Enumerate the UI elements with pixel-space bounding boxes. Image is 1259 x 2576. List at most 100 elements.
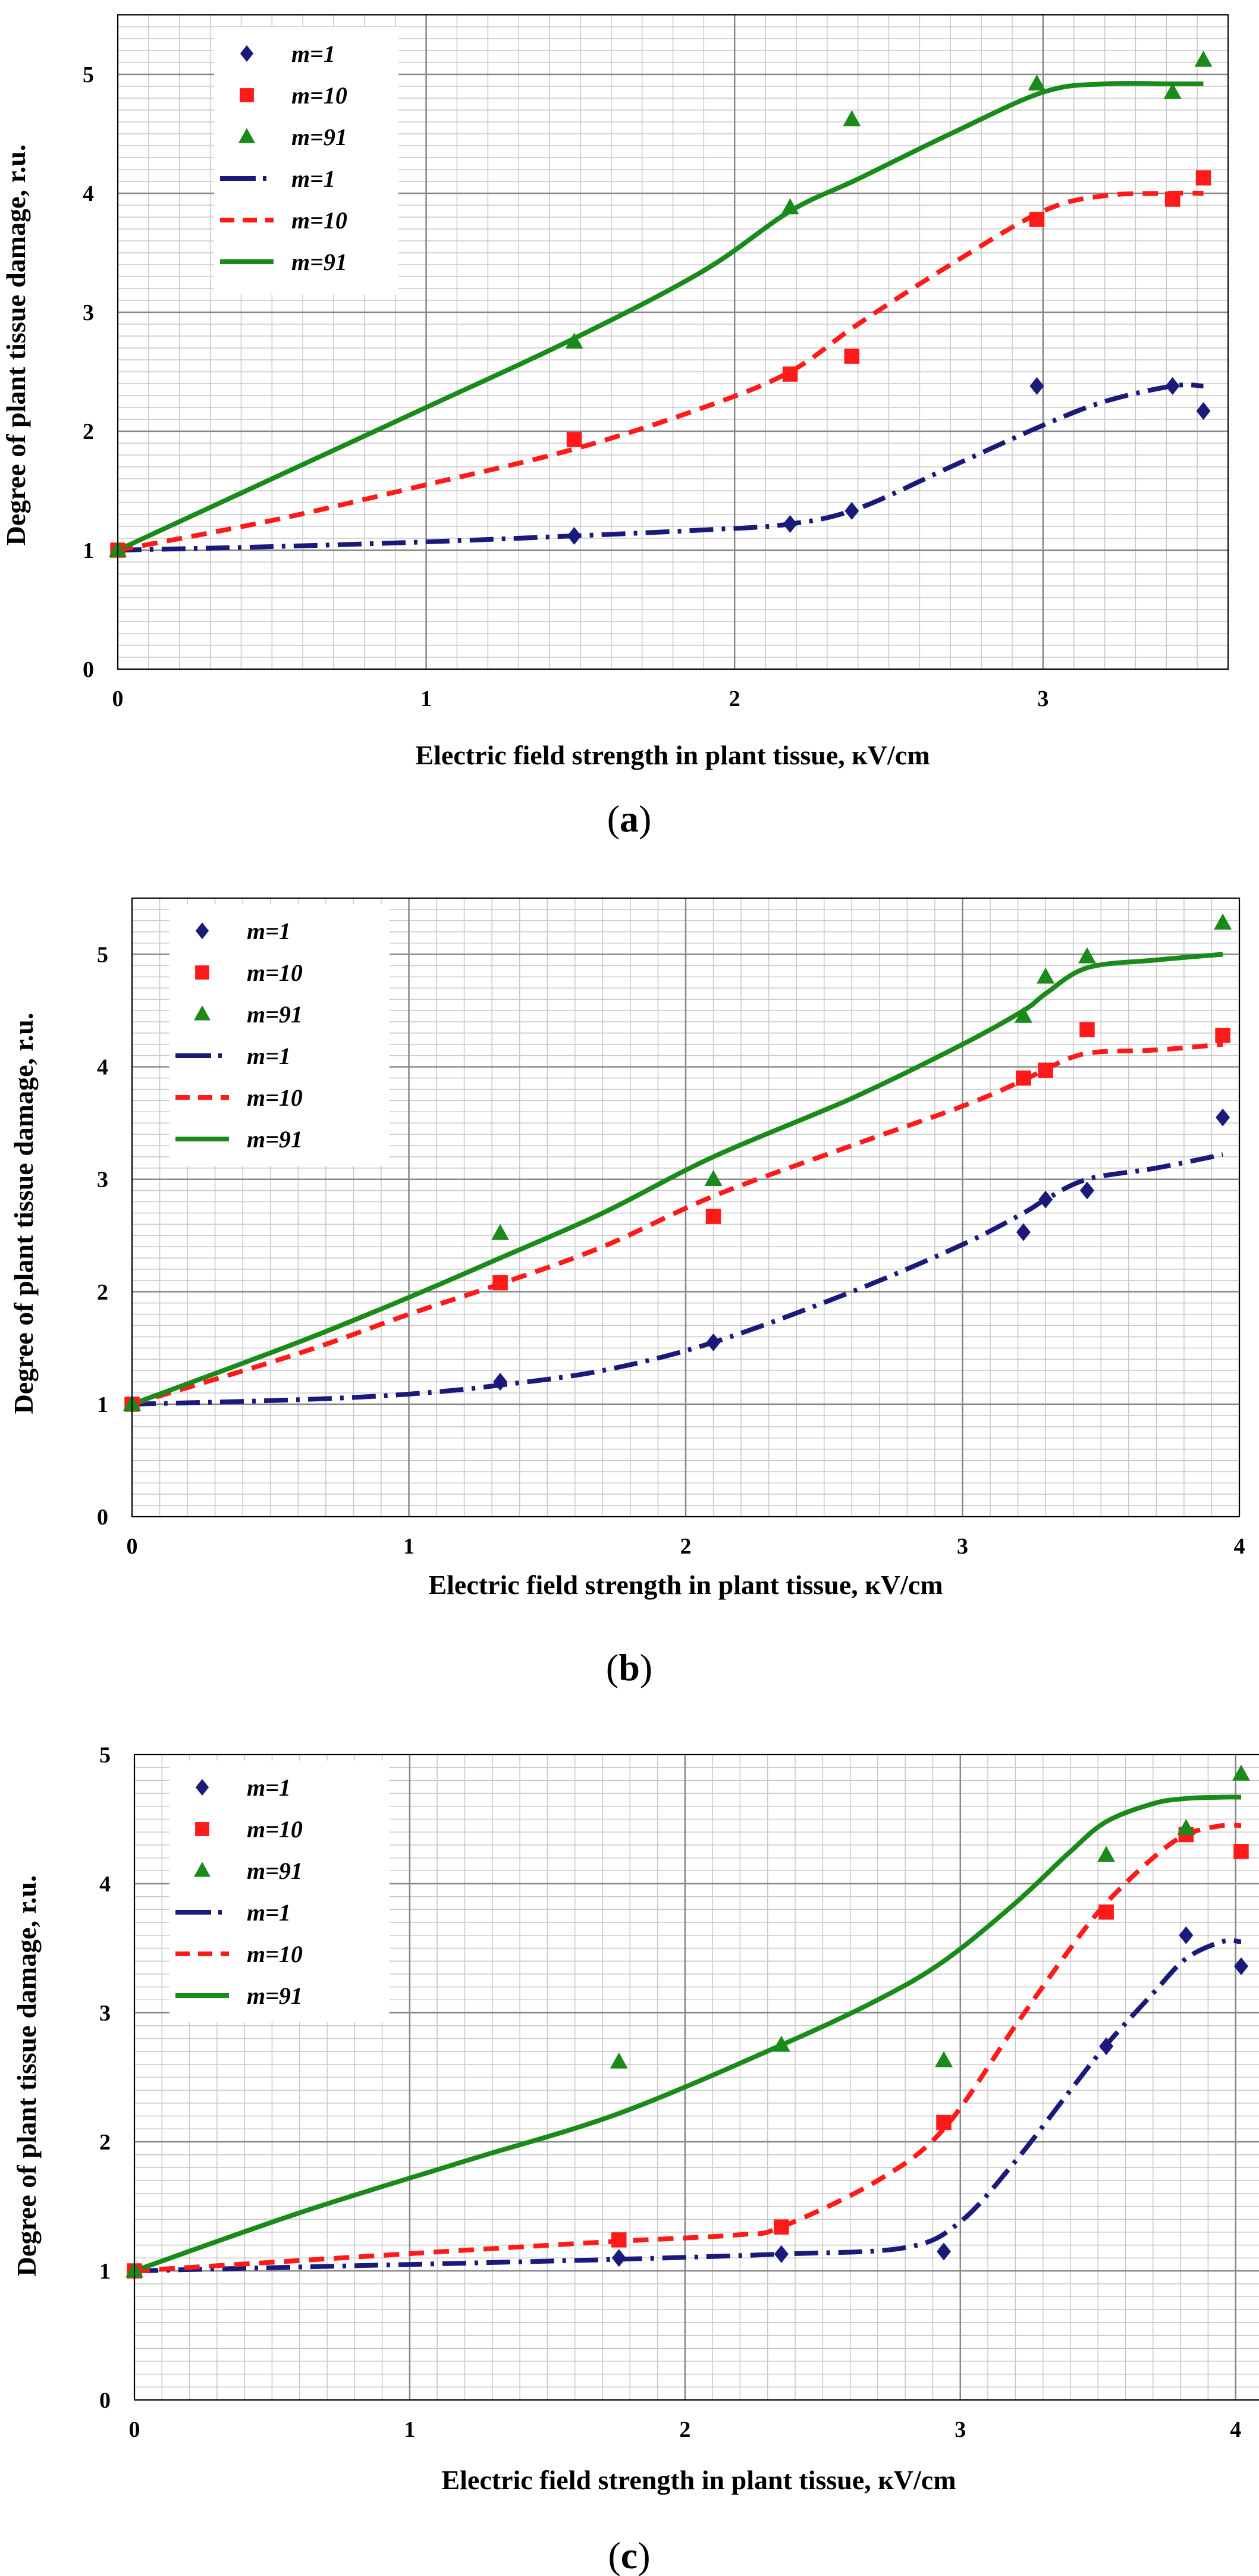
series-line-m1: [131, 1152, 1223, 1407]
legend-label: m=10: [247, 1816, 303, 1843]
data-point-m91: [772, 2035, 790, 2052]
data-point-m10: [1016, 1070, 1031, 1086]
legend: m=1 m=10 m=91 m=1 m=10 m=91: [169, 1761, 390, 2022]
y-tick-label: 4: [97, 1055, 108, 1080]
data-point-m91: [1163, 83, 1182, 99]
data-point-m1: [1196, 402, 1211, 420]
y-tick-label: 1: [97, 1392, 108, 1417]
data-point-m1: [1165, 377, 1180, 395]
data-point-m91: [1028, 74, 1046, 91]
data-point-m10: [1233, 1844, 1249, 1859]
data-point-m10: [844, 349, 860, 364]
data-point-m10: [566, 432, 582, 447]
data-point-m91: [843, 110, 861, 127]
series-line-m10: [131, 1041, 1223, 1407]
y-tick-label: 0: [83, 657, 94, 682]
data-point-m10: [782, 366, 798, 382]
x-tick-label: 0: [129, 2417, 140, 2442]
marks: [125, 1764, 1250, 2280]
data-point-m1: [493, 1373, 508, 1391]
y-tick-label: 3: [99, 2001, 111, 2026]
y-tick-label: 0: [99, 2388, 111, 2413]
legend-label: m=91: [291, 249, 347, 275]
y-axis-title: Degree of plant tissue damage, r.u.: [8, 1013, 39, 1414]
x-tick-label: 4: [1230, 2417, 1241, 2442]
x-tick-label: 0: [112, 686, 124, 711]
data-point-m10: [611, 2232, 627, 2248]
tick-labels: 0 1 2 3 4 0 1 2 3 4 5: [97, 943, 1245, 1559]
legend-label: m=1: [247, 1043, 291, 1069]
series-line-m91: [117, 80, 1204, 553]
legend-marker: [194, 1005, 211, 1021]
series-line-m1: [117, 382, 1204, 553]
data-point-m1: [611, 2249, 626, 2267]
y-tick-label: 1: [99, 2259, 111, 2284]
data-point-m91: [1177, 1818, 1195, 1835]
series-line-m1: [134, 1938, 1242, 2273]
legend-marker: [240, 45, 254, 62]
legend-label: m=91: [247, 1982, 303, 2009]
chart-panel-a: 0 1 2 3 0 1 2 3 4 5 Electric field strength in pl…: [1, 14, 1229, 840]
legend-box: [169, 904, 390, 1166]
x-tick-label: 2: [729, 686, 740, 711]
data-point-m10: [1029, 212, 1045, 227]
legend-box: [169, 1761, 390, 2022]
marks: [123, 913, 1232, 1413]
x-axis-title: Electric field strength in plant tissue,…: [415, 740, 930, 770]
x-tick-label: 1: [420, 686, 432, 711]
legend-label: m=10: [247, 959, 303, 986]
chart-panel-b: 0 1 2 3 4 0 1 2 3 4 5 Electric field strength in p…: [8, 898, 1245, 1689]
series-line-m91: [133, 1794, 1242, 2273]
legend-label: m=10: [247, 1084, 303, 1111]
series-line-m10: [117, 190, 1204, 553]
y-axis-title: Degree of plant tissue damage, r.u.: [1, 145, 31, 546]
tick-labels: 0 1 2 3 0 1 2 3 4 5: [83, 62, 1048, 711]
legend-label: m=91: [247, 1001, 303, 1028]
data-point-m91: [1194, 51, 1213, 67]
y-tick-label: 4: [99, 1872, 111, 1897]
data-point-m10: [936, 2114, 952, 2131]
y-tick-label: 5: [97, 943, 108, 968]
data-point-m10: [1195, 170, 1211, 186]
legend-label: m=91: [291, 124, 347, 150]
data-point-m1: [567, 527, 582, 545]
legend-label: m=1: [247, 1774, 291, 1801]
x-tick-label: 1: [403, 1534, 415, 1559]
data-point-m1: [774, 2245, 789, 2263]
data-point-m91: [1097, 1846, 1116, 1862]
legend-label: m=91: [247, 1858, 303, 1884]
tick-labels: 0 1 2 3 4 0 1 2 3 4 5: [99, 1743, 1241, 2442]
legend-box: [214, 27, 398, 294]
data-point-m1: [844, 502, 859, 520]
x-tick-label: 3: [955, 2417, 966, 2442]
data-point-m91: [610, 2052, 628, 2069]
data-point-m91: [1214, 913, 1232, 930]
legend-marker: [194, 1862, 211, 1877]
data-point-m10: [1098, 1904, 1114, 1920]
legend-label: m=1: [247, 918, 291, 945]
series-line-m10: [134, 1822, 1242, 2273]
data-point-m91: [1232, 1764, 1250, 1781]
plot-frame: [117, 14, 1229, 670]
plot-frame: [131, 898, 1240, 1517]
y-tick-label: 2: [83, 419, 94, 444]
x-tick-label: 2: [680, 1534, 692, 1559]
data-point-m1: [1099, 2037, 1114, 2056]
legend-marker: [240, 88, 254, 102]
panel-letter: a: [620, 798, 639, 840]
legend-marker: [195, 923, 209, 939]
legend-label: m=10: [247, 1941, 303, 1968]
data-point-m1: [1179, 1926, 1194, 1944]
x-tick-label: 3: [957, 1534, 968, 1559]
data-point-m91: [491, 1223, 510, 1240]
legend-label: m=10: [291, 82, 347, 109]
legend: m=1 m=10 m=91 m=1 m=10 m=91: [214, 27, 398, 294]
data-point-m91: [565, 332, 583, 349]
y-tick-label: 1: [83, 538, 94, 563]
y-tick-label: 2: [99, 2130, 111, 2155]
panel-label: (a): [607, 798, 652, 840]
x-tick-label: 2: [679, 2417, 690, 2442]
panel-label: (b): [606, 1646, 652, 1689]
data-point-m1: [937, 2242, 952, 2261]
